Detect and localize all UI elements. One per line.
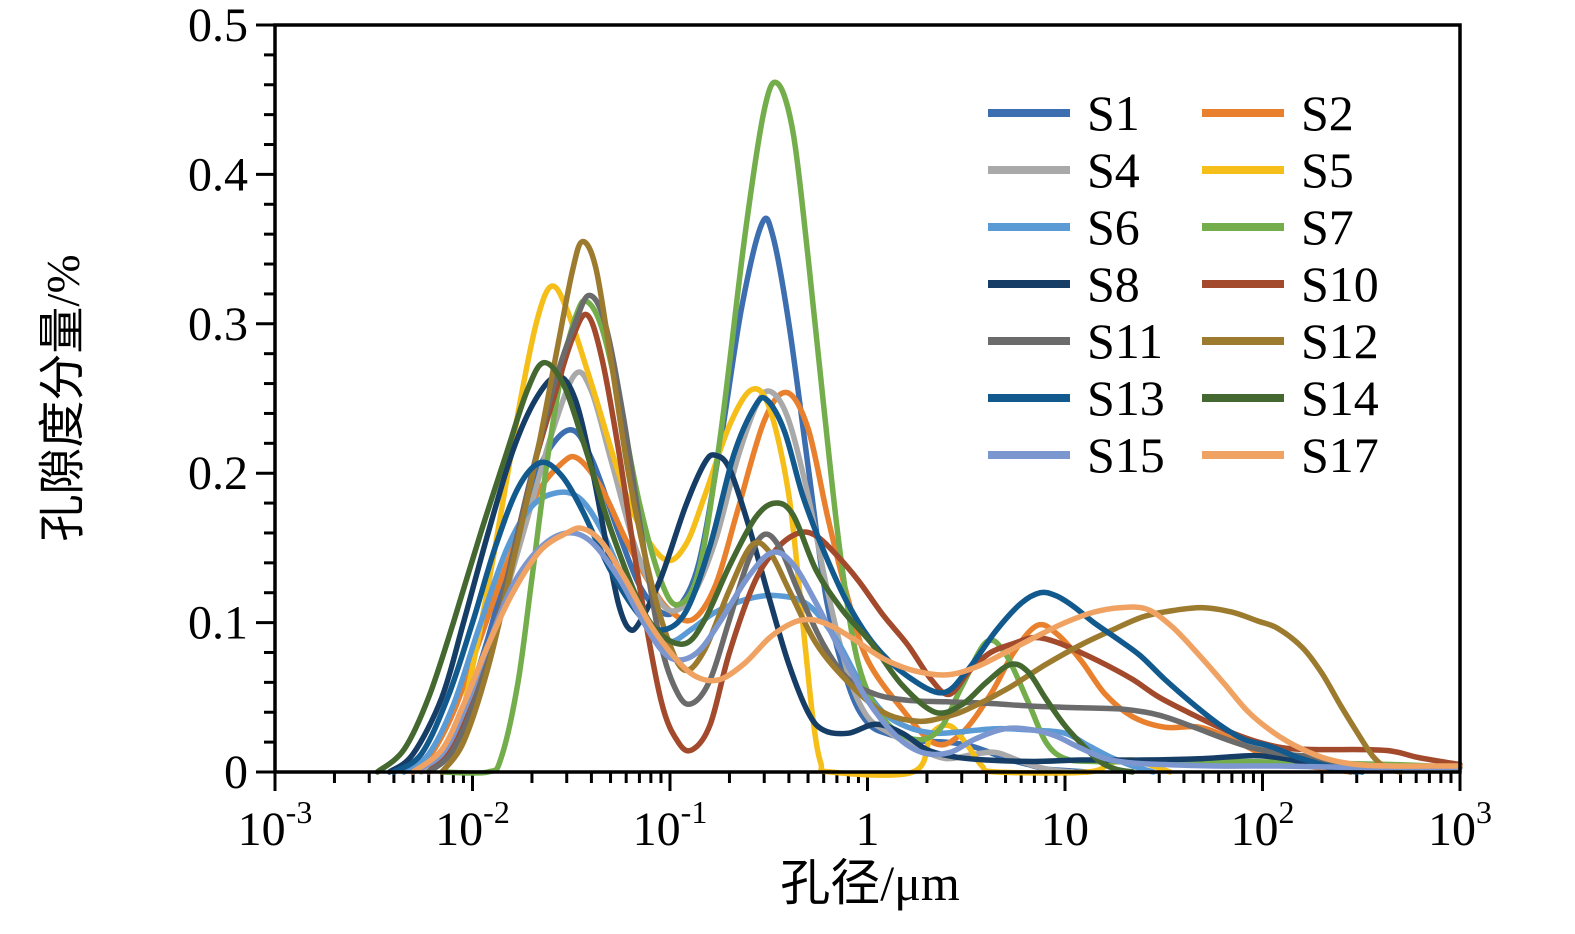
legend-item-S12: S12 <box>1202 312 1379 369</box>
legend-swatch-S6 <box>988 222 1070 231</box>
y-tick-label: 0.2 <box>188 447 248 500</box>
x-tick-label: 10-2 <box>435 794 510 856</box>
legend-swatch-S17 <box>1202 450 1284 459</box>
legend-item-S1: S1 <box>988 84 1202 141</box>
x-tick-label: 10-3 <box>238 794 313 856</box>
y-tick-label: 0.3 <box>188 298 248 351</box>
series-lines <box>374 79 1463 778</box>
legend-swatch-S1 <box>988 108 1070 117</box>
series-line-S14 <box>374 359 1136 775</box>
legend-item-S7: S7 <box>1202 198 1379 255</box>
legend-swatch-S13 <box>988 393 1070 402</box>
legend-label-S6: S6 <box>1087 198 1140 255</box>
legend-item-S14: S14 <box>1202 369 1379 426</box>
x-tick-label: 103 <box>1428 794 1492 856</box>
legend-swatch-S12 <box>1202 336 1284 345</box>
series-line-S5 <box>425 283 1173 778</box>
series-line-S13 <box>391 394 1366 775</box>
legend-item-S6: S6 <box>988 198 1202 255</box>
legend-swatch-S10 <box>1202 279 1284 288</box>
legend-label-S5: S5 <box>1301 141 1354 198</box>
legend-swatch-S14 <box>1202 393 1284 402</box>
legend-label-S2: S2 <box>1301 84 1354 141</box>
legend-item-S5: S5 <box>1202 141 1379 198</box>
legend-item-S13: S13 <box>988 369 1202 426</box>
x-tick-label: 1 <box>856 803 880 856</box>
series-line-S11 <box>425 292 1354 775</box>
legend-swatch-S5 <box>1202 165 1284 174</box>
series-line-S12 <box>439 238 1404 775</box>
legend-item-S8: S8 <box>988 255 1202 312</box>
legend-swatch-S4 <box>988 165 1070 174</box>
legend-item-S15: S15 <box>988 426 1202 483</box>
series-line-S2 <box>401 389 1354 775</box>
legend-label-S14: S14 <box>1301 369 1379 426</box>
legend-swatch-S2 <box>1202 108 1284 117</box>
legend-swatch-S8 <box>988 279 1070 288</box>
axis-tick-labels: 10-3 10-2 10-1 1 10 102 103 0 0.1 0.2 0.3 0.4 0.5 <box>188 0 1492 856</box>
y-axis-title: 孔隙度分量/% <box>37 254 90 542</box>
legend-label-S13: S13 <box>1087 369 1165 426</box>
legend-item-S17: S17 <box>1202 426 1379 483</box>
legend-label-S10: S10 <box>1301 255 1379 312</box>
legend-label-S1: S1 <box>1087 84 1140 141</box>
y-tick-label: 0.1 <box>188 597 248 650</box>
x-axis-title: 孔径/μm <box>780 855 960 911</box>
legend-label-S11: S11 <box>1087 312 1163 369</box>
x-tick-label: 10 <box>1041 803 1089 856</box>
x-tick-label: 102 <box>1231 794 1295 856</box>
legend-swatch-S7 <box>1202 222 1284 231</box>
legend-item-S4: S4 <box>988 141 1202 198</box>
legend-swatch-S15 <box>988 450 1070 459</box>
legend-item-S2: S2 <box>1202 84 1379 141</box>
legend-label-S4: S4 <box>1087 141 1140 198</box>
legend-swatch-S11 <box>988 336 1070 345</box>
legend-label-S15: S15 <box>1087 426 1165 483</box>
legend-label-S8: S8 <box>1087 255 1140 312</box>
series-line-S17 <box>410 525 1463 775</box>
legend-item-S11: S11 <box>988 312 1202 369</box>
legend: S1 S2 S4 S5 S6 S7 S8 S10 S11 S12 S13 S14 S15 S17 <box>988 84 1379 483</box>
y-tick-label: 0.5 <box>188 0 248 52</box>
legend-label-S17: S17 <box>1301 426 1379 483</box>
legend-item-S10: S10 <box>1202 255 1379 312</box>
legend-label-S7: S7 <box>1301 198 1354 255</box>
legend-label-S12: S12 <box>1301 312 1379 369</box>
x-tick-label: 10-1 <box>633 794 708 856</box>
y-tick-label: 0.4 <box>188 148 248 201</box>
plot-frame <box>273 23 1462 774</box>
y-tick-label: 0 <box>224 746 248 799</box>
